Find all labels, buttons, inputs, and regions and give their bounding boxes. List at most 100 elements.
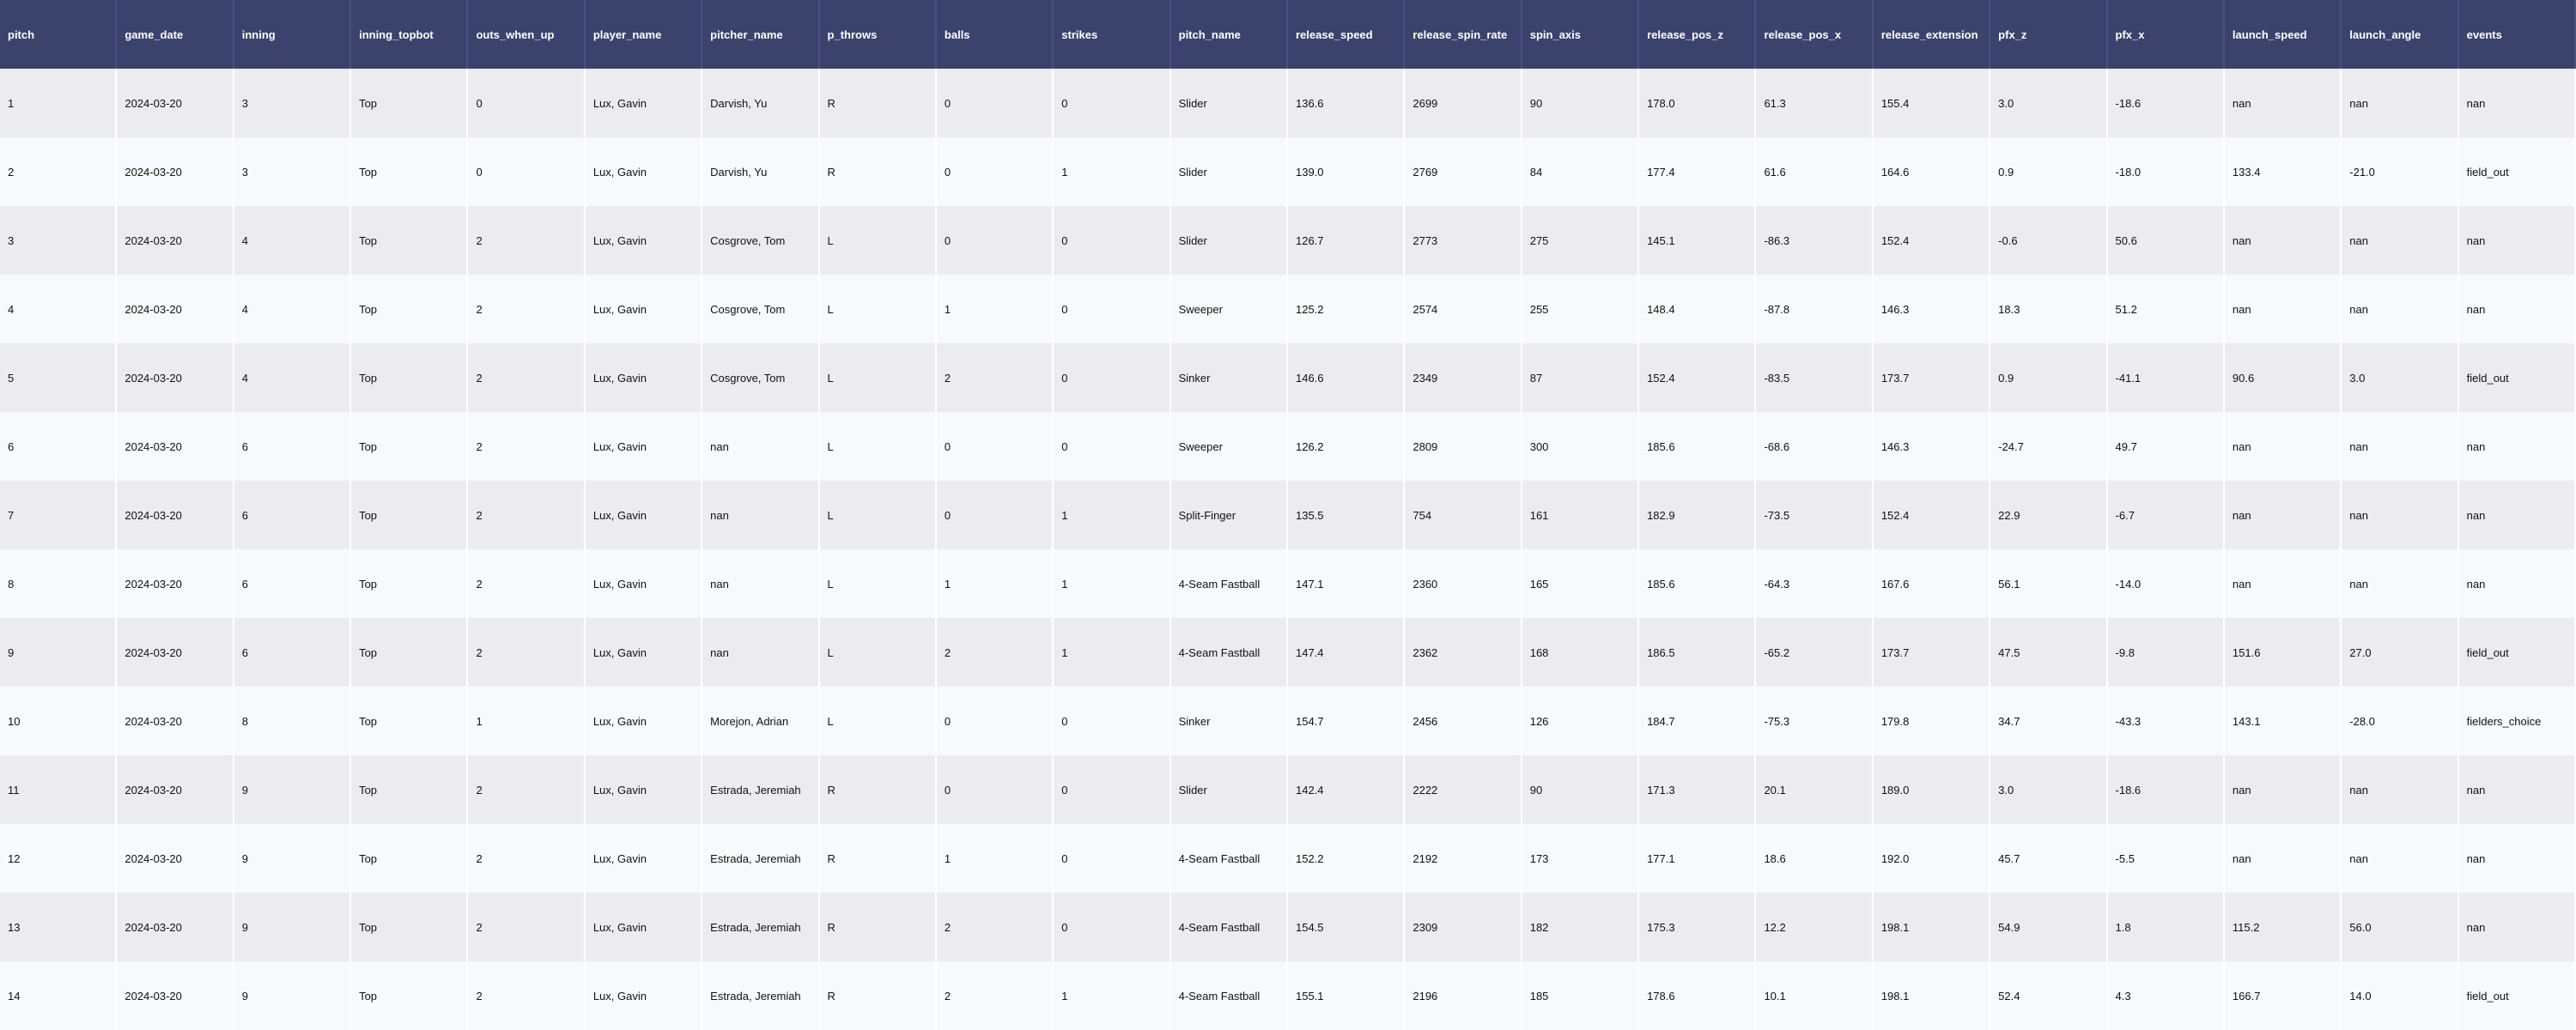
- table-cell: Slider: [1170, 206, 1288, 275]
- table-cell: 2024-03-20: [117, 412, 234, 481]
- table-cell: 0: [1054, 275, 1171, 343]
- table-cell: -18.6: [2107, 755, 2225, 824]
- table-cell: nan: [2342, 275, 2459, 343]
- table-cell: 27.0: [2342, 618, 2459, 687]
- table-cell: nan: [2224, 206, 2342, 275]
- table-cell: 2024-03-20: [117, 343, 234, 412]
- table-cell: 6: [234, 481, 352, 549]
- table-cell: 2: [468, 481, 586, 549]
- table-cell: L: [819, 481, 937, 549]
- table-cell: 2196: [1405, 961, 1522, 1030]
- table-cell: nan: [2224, 549, 2342, 618]
- table-cell: Lux, Gavin: [585, 481, 703, 549]
- table-cell: 1.8: [2107, 893, 2225, 961]
- table-cell: Estrada, Jeremiah: [702, 755, 820, 824]
- table-cell: 198.1: [1873, 961, 1991, 1030]
- table-cell: 2: [936, 961, 1054, 1030]
- table-cell: 198.1: [1873, 893, 1991, 961]
- table-cell: 4: [0, 275, 118, 343]
- table-cell: 192.0: [1873, 824, 1991, 893]
- table-cell: Lux, Gavin: [585, 343, 703, 412]
- table-cell: 146.6: [1287, 343, 1406, 412]
- table-cell: 10: [0, 687, 118, 755]
- table-cell: 51.2: [2107, 275, 2225, 343]
- table-cell: 6: [234, 412, 352, 481]
- table-cell: 145.1: [1639, 206, 1757, 275]
- table-cell: Sweeper: [1170, 412, 1288, 481]
- table-cell: 10.1: [1756, 961, 1874, 1030]
- table-cell: -18.0: [2107, 137, 2225, 206]
- table-cell: 52.4: [1990, 961, 2108, 1030]
- table-cell: 8: [234, 687, 352, 755]
- table-cell: 186.5: [1639, 618, 1757, 687]
- table-cell: L: [819, 343, 937, 412]
- table-cell: 2024-03-20: [117, 275, 234, 343]
- table-cell: Cosgrove, Tom: [702, 275, 820, 343]
- table-cell: 14.0: [2342, 961, 2459, 1030]
- table-cell: 151.6: [2224, 618, 2342, 687]
- table-cell: 4-Seam Fastball: [1170, 893, 1288, 961]
- table-cell: 155.1: [1287, 961, 1406, 1030]
- table-cell: -5.5: [2107, 824, 2225, 893]
- table-cell: 0.9: [1990, 137, 2108, 206]
- table-cell: Lux, Gavin: [585, 549, 703, 618]
- table-cell: 184.7: [1639, 687, 1757, 755]
- table-cell: 6: [234, 549, 352, 618]
- table-cell: Top: [351, 755, 469, 824]
- table-cell: 185.6: [1639, 412, 1757, 481]
- table-cell: field_out: [2458, 137, 2576, 206]
- table-cell: Estrada, Jeremiah: [702, 824, 820, 893]
- table-cell: 2024-03-20: [117, 69, 234, 137]
- table-cell: 2: [468, 893, 586, 961]
- table-cell: Lux, Gavin: [585, 275, 703, 343]
- table-cell: 0: [1054, 343, 1171, 412]
- column-header: release_pos_z: [1639, 0, 1757, 69]
- table-cell: 168: [1522, 618, 1640, 687]
- table-cell: nan: [2458, 893, 2576, 961]
- column-header: player_name: [585, 0, 703, 69]
- column-header: release_extension: [1873, 0, 1991, 69]
- table-cell: 2: [468, 755, 586, 824]
- column-header: outs_when_up: [468, 0, 586, 69]
- table-cell: 3: [234, 137, 352, 206]
- column-header: balls: [936, 0, 1054, 69]
- table-cell: 18.6: [1756, 824, 1874, 893]
- table-cell: 90: [1522, 69, 1640, 137]
- table-cell: 173: [1522, 824, 1640, 893]
- table-cell: 2773: [1405, 206, 1522, 275]
- table-cell: R: [819, 824, 937, 893]
- table-cell: 2: [0, 137, 118, 206]
- column-header: pfx_x: [2107, 0, 2225, 69]
- table-cell: Top: [351, 275, 469, 343]
- table-cell: R: [819, 755, 937, 824]
- table-cell: Cosgrove, Tom: [702, 343, 820, 412]
- table-cell: 11: [0, 755, 118, 824]
- table-cell: Top: [351, 893, 469, 961]
- table-cell: 4-Seam Fastball: [1170, 824, 1288, 893]
- table-cell: 2222: [1405, 755, 1522, 824]
- table-cell: 9: [234, 755, 352, 824]
- column-header: release_spin_rate: [1405, 0, 1522, 69]
- table-cell: nan: [2458, 481, 2576, 549]
- table-cell: 4-Seam Fastball: [1170, 618, 1288, 687]
- table-cell: 0: [936, 481, 1054, 549]
- table-cell: 152.4: [1873, 206, 1991, 275]
- table-cell: Lux, Gavin: [585, 893, 703, 961]
- table-cell: 14: [0, 961, 118, 1030]
- table-cell: -65.2: [1756, 618, 1874, 687]
- column-header: launch_speed: [2224, 0, 2342, 69]
- table-cell: 1: [936, 549, 1054, 618]
- table-cell: -83.5: [1756, 343, 1874, 412]
- table-cell: -9.8: [2107, 618, 2225, 687]
- table-cell: 2574: [1405, 275, 1522, 343]
- table-cell: Lux, Gavin: [585, 137, 703, 206]
- table-cell: L: [819, 687, 937, 755]
- column-header: pitch: [0, 0, 118, 69]
- table-cell: 125.2: [1287, 275, 1406, 343]
- table-cell: nan: [2342, 755, 2459, 824]
- table-cell: nan: [2342, 549, 2459, 618]
- column-header: strikes: [1054, 0, 1171, 69]
- table-cell: 2: [936, 618, 1054, 687]
- table-cell: 4: [234, 275, 352, 343]
- table-cell: Slider: [1170, 755, 1288, 824]
